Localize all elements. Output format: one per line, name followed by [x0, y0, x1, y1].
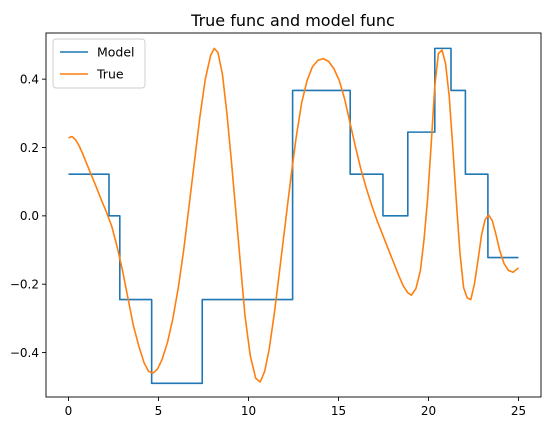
legend-label-true: True [96, 67, 124, 82]
legend: Model True [52, 38, 146, 89]
series-layer [68, 47, 520, 385]
x-tick-label: 0 [65, 404, 73, 418]
series-line-true [68, 47, 520, 383]
y-tick-label: 0.0 [20, 209, 39, 223]
x-tick-label: 25 [511, 404, 526, 418]
plot-frame [45, 32, 542, 398]
y-tick-label: −0.2 [10, 278, 39, 292]
axis-layer: 0 5 10 15 20 25 −0.4 −0.2 0.0 0.2 0.4 [10, 72, 526, 418]
x-tick-label: 5 [155, 404, 163, 418]
y-tick-label: 0.2 [20, 141, 39, 155]
legend-label-model: Model [97, 45, 135, 60]
y-tick-label: −0.4 [10, 346, 39, 360]
series-line-model [68, 47, 519, 385]
y-tick-label: 0.4 [20, 72, 39, 86]
x-tick-label: 10 [241, 404, 256, 418]
chart-title: True func and model func [190, 11, 395, 30]
x-tick-label: 15 [331, 404, 346, 418]
x-tick-label: 20 [421, 404, 436, 418]
